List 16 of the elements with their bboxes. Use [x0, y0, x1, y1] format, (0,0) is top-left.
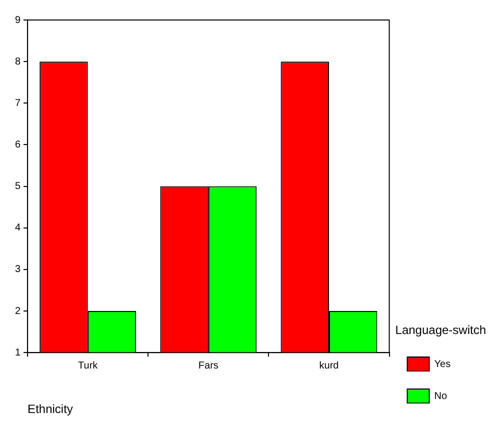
- y-tick-label: 5: [15, 181, 21, 192]
- legend-label: No: [434, 390, 448, 402]
- x-tick-label: Turk: [78, 360, 99, 372]
- y-tick-label: 9: [15, 14, 21, 26]
- y-tick-label: 8: [15, 56, 21, 68]
- x-axis-title: Ethnicity: [28, 402, 73, 416]
- legend-title: Language-switch: [395, 322, 486, 337]
- y-tick-label: 2: [15, 306, 21, 317]
- x-tick-label: Fars: [198, 360, 218, 372]
- y-tick-label: 1: [15, 347, 21, 358]
- y-tick-label: 4: [15, 222, 21, 234]
- y-tick-label: 3: [15, 264, 21, 276]
- x-tick-label: kurd: [319, 360, 339, 372]
- y-tick-label: 7: [15, 98, 21, 109]
- legend-label: Yes: [434, 358, 451, 370]
- y-tick-label: 6: [15, 139, 21, 150]
